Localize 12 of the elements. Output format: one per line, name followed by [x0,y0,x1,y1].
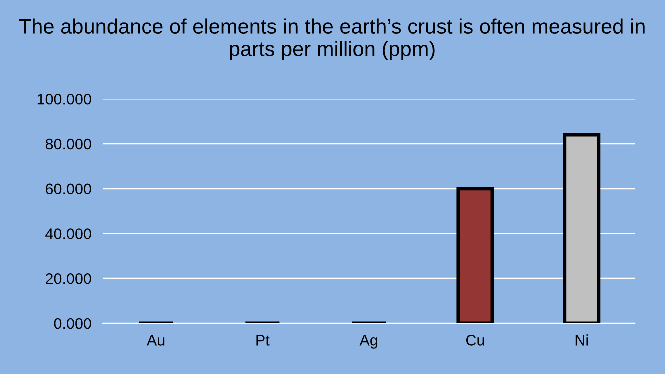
x-tick-label: Ni [576,334,588,346]
y-tick-label: 60.000 [46,184,92,195]
chart-title: The abundance of elements in the earth’s crust is often measured in parts per million (ppm) [19,18,645,61]
y-tick-label: 40.000 [46,228,92,240]
x-tick-label: Au [146,335,165,346]
x-tick-label: Cu [466,335,484,346]
y-tick-label: 0.000 [54,318,92,330]
y-tick-label: 20.000 [46,274,92,284]
y-tick-label: 80.000 [46,138,92,150]
y-tick-label: 100.000 [38,94,92,105]
x-tick-label: Ag [360,335,378,349]
x-tick-label: Pt [256,335,270,346]
